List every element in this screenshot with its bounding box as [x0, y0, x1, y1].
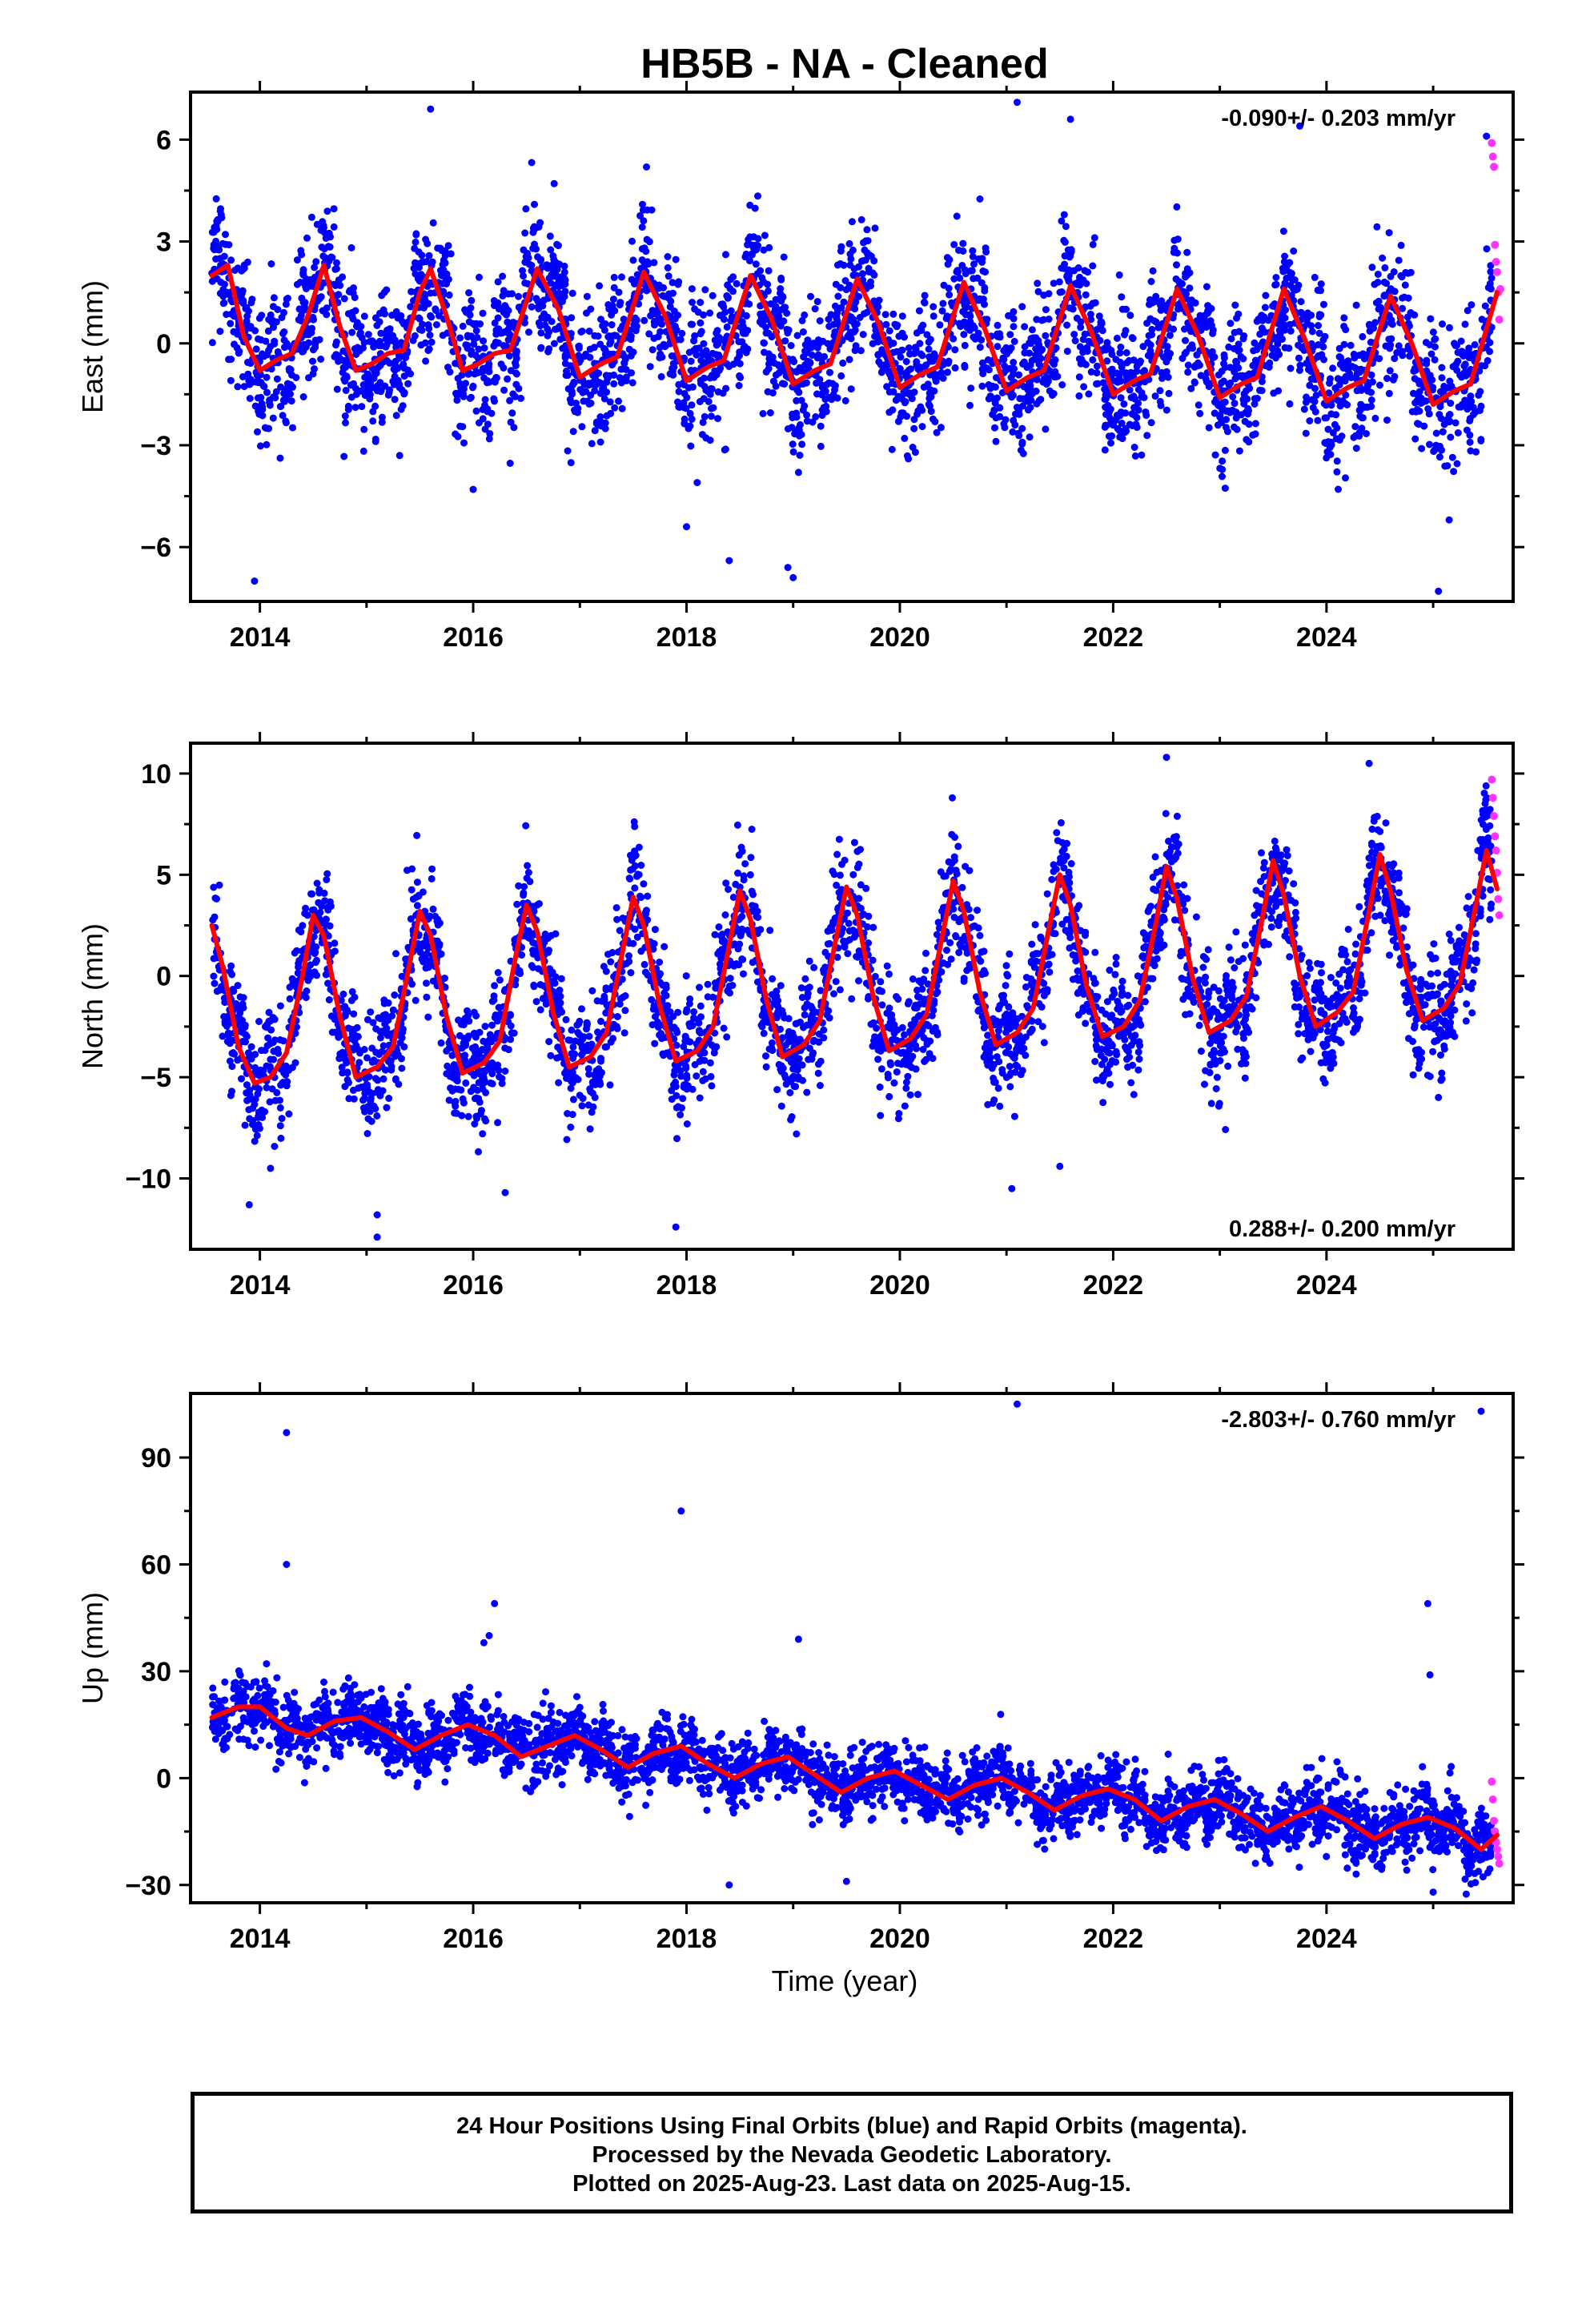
- up-xtick-label: 2014: [230, 1924, 291, 1954]
- up-rate-label: -2.803+/- 0.760 mm/yr: [1221, 1407, 1456, 1433]
- north-xtick-label: 2016: [443, 1270, 504, 1301]
- north-rapid-point: [1495, 911, 1504, 919]
- up-rapid-point: [1490, 1816, 1499, 1825]
- east-rapid-point: [1491, 240, 1500, 249]
- up-ytick-label: 0: [156, 1763, 171, 1794]
- up-model-curve: [209, 1704, 1500, 1852]
- north-ylabel: North (mm): [76, 923, 109, 1069]
- north-ytick-label: −5: [140, 1063, 171, 1093]
- east-ytick-label: −6: [140, 533, 171, 563]
- north-rapid-point: [1492, 846, 1500, 854]
- east-rapid-point: [1492, 258, 1500, 266]
- footer-box: 24 Hour Positions Using Final Orbits (bl…: [191, 2092, 1513, 2213]
- north-rapid-point: [1491, 832, 1500, 841]
- north-final-dots: [209, 754, 1496, 1241]
- up-rapid-point: [1488, 1777, 1496, 1786]
- east-model-curve: [209, 263, 1500, 408]
- east-ylabel: East (mm): [76, 280, 109, 413]
- x-axis-label: Time (year): [772, 1964, 918, 1997]
- north-final-points: [209, 754, 1504, 1241]
- north-rapid-point: [1488, 794, 1497, 802]
- east-rapid-point: [1495, 316, 1504, 324]
- up-ytick-label: 60: [141, 1550, 171, 1580]
- north-xtick-label: 2018: [656, 1270, 717, 1301]
- east-xtick-label: 2020: [869, 622, 930, 653]
- up-frame: [189, 1392, 1515, 1904]
- north-rapid-point: [1494, 895, 1503, 903]
- north-ytick-label: 0: [156, 962, 171, 992]
- east-rapid-point: [1490, 163, 1499, 171]
- up-xtick-label: 2016: [443, 1924, 504, 1954]
- east-frame: [189, 90, 1515, 603]
- east-final-dots: [208, 99, 1496, 595]
- north-rapid-point: [1490, 812, 1499, 821]
- panel-north: 2014 2016 2018 2020 2022 2024 −10 −5 0 5 10 North (…: [76, 732, 1524, 1301]
- up-ylabel: Up (mm): [76, 1592, 109, 1704]
- up-ytick-label: 30: [141, 1657, 171, 1687]
- up-xtick-label: 2022: [1083, 1924, 1144, 1954]
- east-rapid-point: [1493, 267, 1502, 276]
- north-model-curve: [209, 848, 1500, 1086]
- east-xtick-label: 2022: [1083, 622, 1144, 653]
- east-xtick-label: 2024: [1296, 622, 1357, 653]
- up-xtick-label: 2018: [656, 1924, 717, 1954]
- up-rapid-point: [1495, 1860, 1504, 1868]
- north-xtick-label: 2024: [1296, 1270, 1357, 1301]
- east-rapid-point: [1488, 139, 1496, 147]
- north-xtick-label: 2020: [869, 1270, 930, 1301]
- east-ytick-label: −3: [140, 431, 171, 461]
- up-ytick-label: 90: [141, 1443, 171, 1474]
- up-final-points: [208, 1400, 1504, 1898]
- east-ytick-label: 6: [156, 125, 171, 155]
- panel-east: 2014 2016 2018 2020 2022 2024 −6 −3 0 3 6 East (mm)…: [76, 81, 1524, 653]
- north-ytick-label: 5: [156, 860, 171, 891]
- up-xtick-label: 2024: [1296, 1924, 1357, 1954]
- figure-title: HB5B - NA - Cleaned: [640, 41, 1048, 87]
- up-ytick-label: −30: [125, 1871, 171, 1901]
- east-rapid-point: [1488, 152, 1497, 161]
- east-ytick-label: 0: [156, 329, 171, 360]
- east-rate-label: -0.090+/- 0.203 mm/yr: [1221, 106, 1456, 131]
- north-rapid-point: [1488, 775, 1496, 784]
- north-xtick-label: 2022: [1083, 1270, 1144, 1301]
- north-rate-label: 0.288+/- 0.200 mm/yr: [1229, 1216, 1456, 1242]
- north-xtick-label: 2014: [230, 1270, 291, 1301]
- footer-line-3: Plotted on 2025-Aug-23. Last data on 202…: [572, 2171, 1131, 2197]
- up-final-dots: [208, 1400, 1495, 1898]
- north-ytick-label: 10: [141, 759, 171, 790]
- north-ytick-label: −10: [125, 1164, 171, 1195]
- east-ytick-label: 3: [156, 227, 171, 258]
- east-xtick-label: 2018: [656, 622, 717, 653]
- up-rapid-point: [1488, 1795, 1497, 1804]
- panel-up: 2014 2016 2018 2020 2022 2024 −30 0 30 60 90 Up (mm…: [76, 1382, 1524, 1954]
- up-rapid-point: [1494, 1852, 1503, 1861]
- footer-line-2: Processed by the Nevada Geodetic Laborat…: [592, 2142, 1112, 2168]
- east-xtick-label: 2016: [443, 622, 504, 653]
- footer-line-1: 24 Hour Positions Using Final Orbits (bl…: [456, 2113, 1247, 2139]
- east-xtick-label: 2014: [230, 622, 291, 653]
- up-rapid-point: [1493, 1845, 1502, 1854]
- up-xtick-label: 2020: [869, 1924, 930, 1954]
- north-frame: [189, 742, 1515, 1251]
